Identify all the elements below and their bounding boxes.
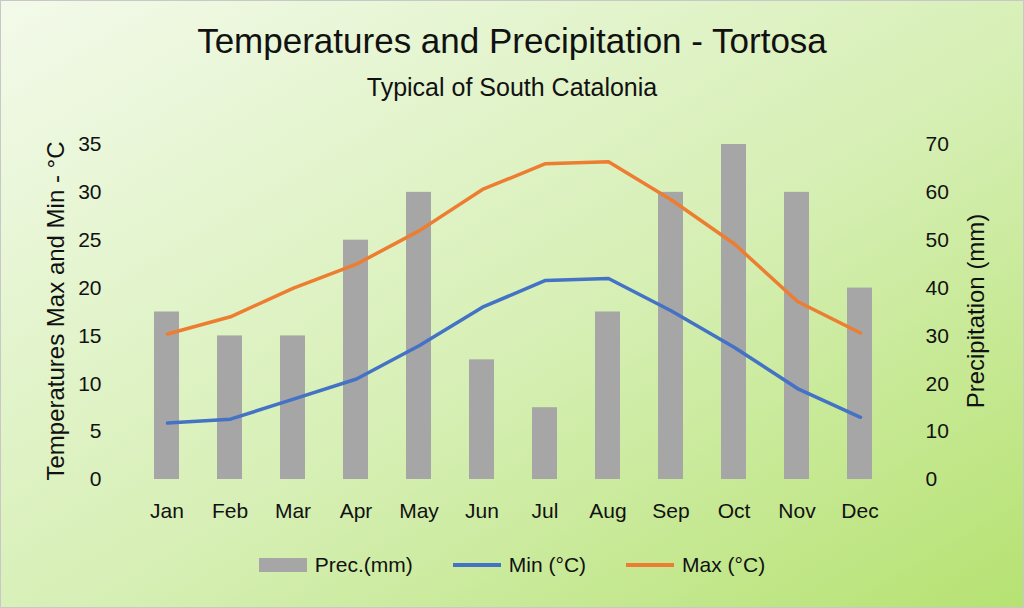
svg-text:Feb: Feb (212, 499, 248, 522)
svg-text:30: 30 (78, 180, 101, 203)
svg-text:70: 70 (926, 132, 949, 155)
svg-text:Apr: Apr (340, 499, 373, 522)
svg-text:Jun: Jun (465, 499, 499, 522)
svg-text:60: 60 (926, 180, 949, 203)
svg-text:10: 10 (78, 372, 101, 395)
svg-text:Sep: Sep (652, 499, 689, 522)
svg-text:Mar: Mar (275, 499, 311, 522)
svg-text:25: 25 (78, 228, 101, 251)
svg-text:Jan: Jan (150, 499, 184, 522)
svg-text:0: 0 (926, 467, 938, 490)
html-text:Precipitation (mm): Precipitation (mm) (962, 213, 989, 409)
html-text:Min (°C): Min (°C) (508, 553, 587, 576)
svg-text:15: 15 (78, 324, 101, 347)
svg-text:5: 5 (90, 419, 102, 442)
svg-text:20: 20 (78, 276, 101, 299)
html-text:Temperatures and Precipitation: Temperatures and Precipitation - Tortosa (197, 21, 827, 60)
svg-text:Aug: Aug (589, 499, 626, 522)
svg-text:40: 40 (926, 276, 949, 299)
svg-text:20: 20 (926, 372, 949, 395)
svg-text:Dec: Dec (841, 499, 878, 522)
svg-text:30: 30 (926, 324, 949, 347)
svg-text:0: 0 (90, 467, 102, 490)
html-text:Max (°C): Max (°C) (682, 553, 766, 576)
svg-text:Oct: Oct (718, 499, 751, 522)
html-text:Prec.(mm): Prec.(mm) (314, 553, 413, 576)
svg-text:Jul: Jul (532, 499, 559, 522)
svg-text:50: 50 (926, 228, 949, 251)
svg-text:Nov: Nov (778, 499, 816, 522)
html-text:Typical of South Catalonia: Typical of South Catalonia (366, 73, 658, 101)
html-text:Temperatures Max and Min - °C: Temperatures Max and Min - °C (42, 141, 69, 481)
svg-text:35: 35 (78, 132, 101, 155)
svg-text:May: May (399, 499, 439, 522)
svg-text:10: 10 (926, 419, 949, 442)
